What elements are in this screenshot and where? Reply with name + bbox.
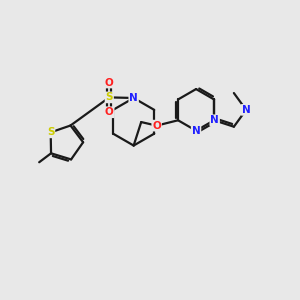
Text: O: O [105,107,114,117]
Text: O: O [152,121,161,130]
Text: N: N [192,126,200,136]
Text: N: N [129,93,138,103]
Text: N: N [242,105,250,115]
Text: N: N [210,115,219,125]
Text: O: O [105,77,114,88]
Text: S: S [106,92,113,102]
Text: S: S [47,127,54,137]
